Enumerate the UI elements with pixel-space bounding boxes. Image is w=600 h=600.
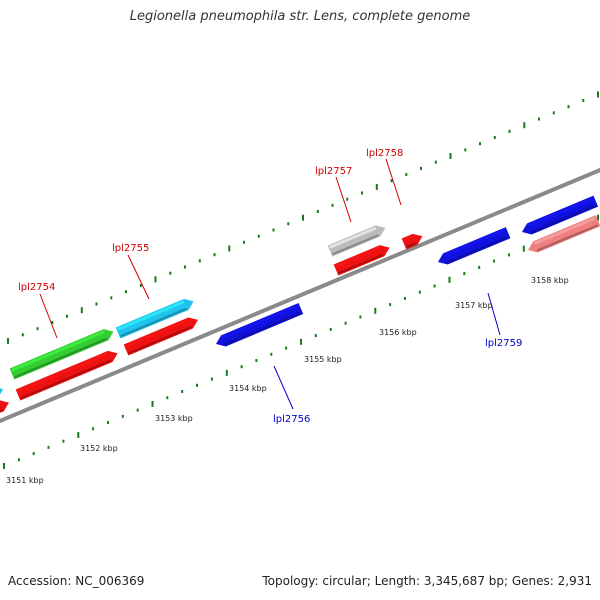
gene-arrow-pink — [528, 215, 600, 253]
gene-label-lpl2757: lpl2757 — [315, 166, 352, 177]
gene-arrow-blue — [522, 195, 599, 235]
gene-arrow-red — [123, 317, 198, 356]
genome-backbone — [0, 167, 600, 424]
scale-label: 3157 kbp — [455, 301, 493, 310]
gene-arrow-cyan — [0, 386, 4, 399]
gene-label-lpl2755: lpl2755 — [112, 243, 149, 254]
gene-arrow-lpl2759 — [438, 227, 511, 265]
leader-line — [127, 254, 150, 300]
scale-label: 3158 kbp — [531, 276, 569, 285]
gene-arrow-red — [333, 245, 390, 276]
gene-label-lpl2759: lpl2759 — [485, 338, 522, 349]
scale-label: 3153 kbp — [155, 414, 193, 423]
gene-arrow-lpl2758 — [401, 233, 423, 250]
scale-label: 3155 kbp — [304, 355, 342, 364]
gene-features — [0, 195, 600, 414]
gene-label-lpl2756: lpl2756 — [273, 414, 310, 425]
leader-line — [385, 158, 402, 206]
outer-tick-ring — [7, 91, 599, 344]
scale-label: 3151 kbp — [6, 476, 44, 485]
genome-summary-text: Topology: circular; Length: 3,345,687 bp… — [262, 574, 592, 588]
scale-label: 3152 kbp — [80, 444, 118, 453]
gene-arrow-lpl2756 — [216, 302, 304, 347]
scale-labels: 3151 kbp 3152 kbp 3153 kbp 3154 kbp 3155… — [6, 276, 569, 485]
inner-tick-ring — [3, 214, 599, 469]
gene-arrow-red — [15, 350, 118, 401]
gene-arrow-lpl2757 — [327, 225, 386, 257]
gene-arrow-lpl2754 — [9, 329, 114, 380]
gene-label-lpl2754: lpl2754 — [18, 282, 55, 293]
leader-line — [39, 293, 58, 339]
label-leaders — [39, 158, 501, 410]
gene-label-lpl2758: lpl2758 — [366, 148, 403, 159]
leader-line — [335, 176, 352, 223]
accession-text: Accession: NC_006369 — [8, 574, 145, 588]
leader-line — [273, 365, 294, 410]
scale-label: 3156 kbp — [379, 328, 417, 337]
map-title: Legionella pneumophila str. Lens, comple… — [129, 9, 471, 24]
leader-line — [487, 292, 501, 336]
gene-arrow-red — [0, 400, 9, 414]
gene-labels: lpl2754 lpl2755 lpl2756 lpl2757 lpl2758 … — [18, 148, 522, 425]
scale-label: 3154 kbp — [229, 384, 267, 393]
gene-arrow-lpl2755 — [115, 298, 194, 339]
